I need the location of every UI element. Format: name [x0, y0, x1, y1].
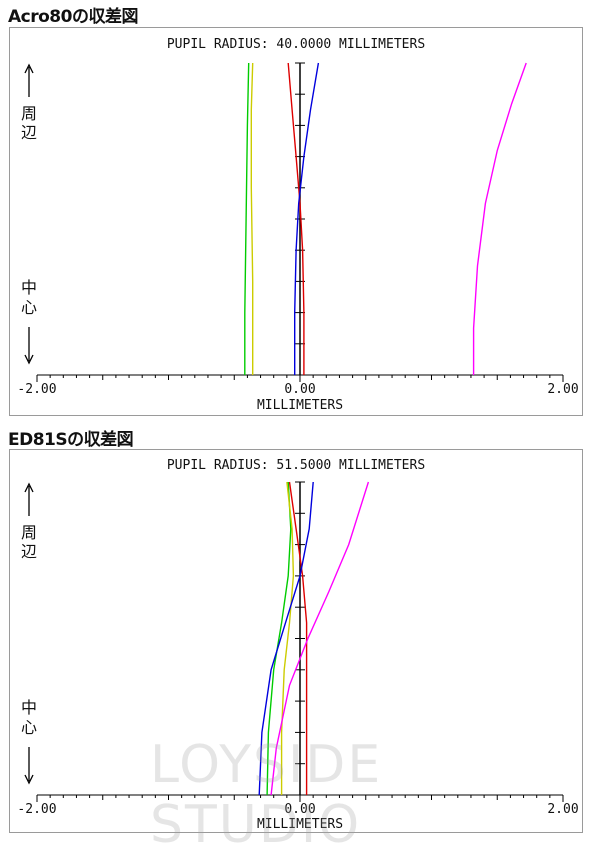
x-tick-label: 2.00: [547, 802, 578, 817]
aberration-curve-5: [270, 481, 370, 796]
y-label-top-1: 周: [21, 104, 37, 123]
aberration-curve-1: [266, 481, 292, 796]
x-tick-label: -2.00: [17, 382, 56, 397]
chart-1-panel: PUPIL RADIUS: 40.0000 MILLIMETERS -2.00 0.…: [9, 27, 583, 416]
up-arrow-icon: [24, 482, 34, 493]
x-tick-label: 2.00: [547, 382, 578, 397]
aberration-curve-3: [287, 62, 305, 375]
y-label-top-2: 辺: [21, 123, 37, 142]
x-tick-label: 0.00: [284, 802, 315, 817]
aberration-curve-3: [288, 481, 308, 795]
y-label-bottom-2: 心: [21, 298, 37, 317]
chart-2-panel: PUPIL RADIUS: 51.5000 MILLIMETERS -2.00 0.…: [9, 449, 583, 833]
y-label-top-1: 周: [21, 523, 37, 542]
y-label-bottom-1: 中: [21, 698, 37, 717]
aberration-curve-5: [472, 62, 527, 375]
down-arrow-icon: [24, 354, 34, 365]
x-axis-label: MILLIMETERS: [257, 398, 343, 413]
aberration-chart-acro80: PUPIL RADIUS: 40.0000 MILLIMETERS -2.00 0.…: [17, 37, 578, 413]
x-tick-label: 0.00: [284, 382, 315, 397]
aberration-curve-4: [258, 481, 314, 796]
aberration-chart-ed81s: PUPIL RADIUS: 51.5000 MILLIMETERS -2.00 0.…: [17, 458, 578, 832]
down-arrow-icon: [24, 774, 34, 785]
chart-title: PUPIL RADIUS: 51.5000 MILLIMETERS: [167, 458, 425, 473]
y-label-bottom-1: 中: [21, 278, 37, 297]
aberration-curve-4: [294, 62, 320, 375]
y-label-top-2: 辺: [21, 542, 37, 561]
aberration-curve-2: [280, 481, 295, 795]
aberration-curve-2: [250, 62, 254, 375]
chart-title: PUPIL RADIUS: 40.0000 MILLIMETERS: [167, 37, 425, 52]
up-arrow-icon: [24, 63, 34, 74]
x-tick-label: -2.00: [17, 802, 56, 817]
y-label-bottom-2: 心: [21, 718, 37, 737]
chart-2-title: ED81Sの収差図: [8, 430, 134, 450]
aberration-curve-1: [244, 62, 250, 375]
chart-1-title: Acro80の収差図: [8, 7, 138, 27]
x-axis-label: MILLIMETERS: [257, 817, 343, 832]
